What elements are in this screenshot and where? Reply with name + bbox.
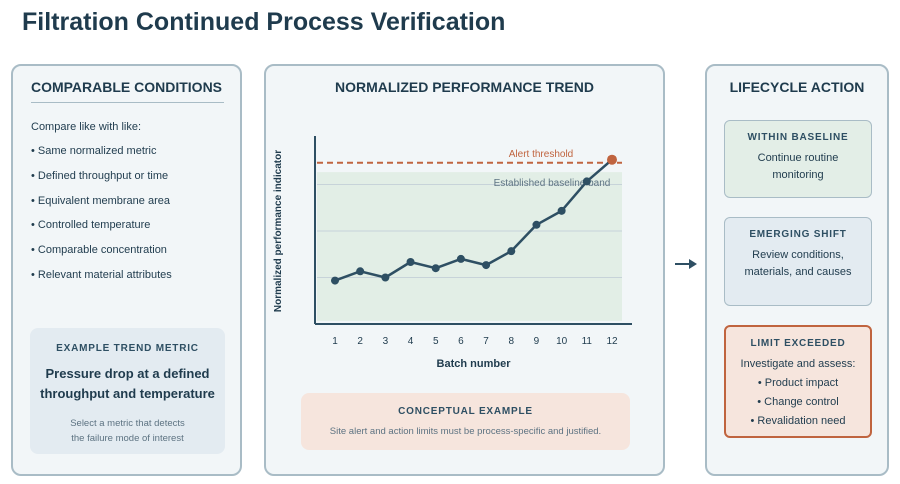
emerging-shift-line: Review conditions, — [752, 249, 844, 261]
baseline-band — [317, 172, 622, 321]
y-axis-label: Normalized performance indicator — [273, 150, 284, 312]
condition-item: • Same normalized metric — [31, 145, 157, 157]
example-metric-line: Pressure drop at a defined — [45, 366, 210, 381]
lifecycle-action-panel: LIFECYCLE ACTION WITHIN BASELINE Continu… — [705, 64, 889, 476]
x-tick-label: 12 — [606, 336, 618, 347]
data-point — [482, 261, 491, 270]
x-tick-label: 5 — [433, 336, 439, 347]
x-tick-label: 9 — [534, 336, 540, 347]
condition-item: • Controlled temperature — [31, 219, 151, 232]
conceptual-example-box: CONCEPTUAL EXAMPLE Site alert and action… — [301, 393, 630, 450]
limit-exceeded-text: Investigate and assess: • Product impact… — [726, 355, 870, 431]
condition-item: • Defined throughput or time — [31, 169, 169, 182]
conceptual-example-heading: CONCEPTUAL EXAMPLE — [398, 406, 533, 417]
x-tick-label: 6 — [458, 336, 464, 347]
trend-heading: NORMALIZED PERFORMANCE TREND — [335, 79, 594, 95]
example-metric-note-line: Select a metric that detects — [70, 418, 185, 429]
example-metric-note: Select a metric that detects the failure… — [36, 416, 219, 446]
condition-item: • Comparable concentration — [31, 244, 167, 257]
limit-exceeded-line: • Change control — [757, 396, 839, 408]
data-point — [431, 264, 440, 273]
within-baseline-box: WITHIN BASELINE Continue routine monitor… — [724, 120, 872, 198]
x-tick-label: 3 — [383, 336, 389, 347]
emerging-shift-box: EMERGING SHIFT Review conditions, materi… — [724, 217, 872, 306]
trend-line — [334, 158, 613, 282]
example-metric-line: throughput and temperature — [40, 386, 215, 401]
conceptual-example-text: Site alert and action limits must be pro… — [329, 426, 602, 437]
emerging-shift-line: materials, and causes — [744, 266, 852, 278]
data-point — [582, 177, 591, 186]
within-baseline-heading: WITHIN BASELINE — [747, 132, 849, 143]
limit-exceeded-line: Investigate and assess: — [740, 358, 856, 370]
comparable-conditions-heading: COMPARABLE CONDITIONS — [30, 79, 223, 95]
limit-exceeded-line: • Revalidation need — [750, 415, 846, 427]
example-metric-text: Pressure drop at a defined throughput an… — [36, 364, 219, 404]
data-point — [557, 206, 566, 215]
condition-item: • Relevant material attributes — [31, 268, 172, 281]
x-tick-label: 7 — [483, 336, 489, 347]
alert-point — [607, 154, 617, 165]
limit-exceeded-line: • Product impact — [757, 377, 839, 389]
data-point — [331, 276, 339, 285]
x-tick-label: 1 — [332, 336, 338, 347]
baseline-band-label: Established baseline band — [494, 178, 611, 189]
data-point — [406, 258, 415, 266]
heading-divider — [31, 102, 224, 103]
x-axis-label: Batch number — [437, 358, 512, 370]
example-metric-note-line: the failure mode of interest — [71, 433, 184, 444]
limit-exceeded-box: LIMIT EXCEEDED Investigate and assess: •… — [724, 325, 872, 438]
within-baseline-line: monitoring — [772, 169, 824, 181]
emerging-shift-text: Review conditions, materials, and causes — [725, 247, 871, 281]
condition-item: • Equivalent membrane area — [31, 194, 170, 207]
example-metric-box: EXAMPLE TREND METRIC Pressure drop at a … — [30, 328, 225, 454]
comparable-conditions-panel: COMPARABLE CONDITIONS Compare like with … — [11, 64, 242, 476]
page-title: Filtration Continued Process Verificatio… — [22, 8, 506, 36]
trend-chart: Alert threshold Established baseline band… — [273, 136, 632, 370]
conditions-list: • Same normalized metric • Defined throu… — [31, 145, 172, 294]
data-point — [356, 267, 365, 276]
data-point — [507, 247, 516, 256]
x-tick-label: 8 — [508, 336, 514, 347]
within-baseline-text: Continue routine monitoring — [725, 150, 871, 184]
lifecycle-heading: LIFECYCLE ACTION — [729, 79, 865, 95]
x-tick-label: 10 — [556, 336, 568, 347]
arrow-right-icon — [675, 259, 697, 269]
x-tick-label: 4 — [408, 336, 414, 347]
within-baseline-line: Continue routine — [757, 152, 839, 164]
x-tick-label: 11 — [582, 336, 593, 347]
data-point — [532, 220, 541, 229]
compare-intro: Compare like with like: — [31, 121, 142, 133]
example-metric-heading: EXAMPLE TREND METRIC — [56, 343, 199, 354]
emerging-shift-heading: EMERGING SHIFT — [749, 229, 847, 240]
alert-threshold-label: Alert threshold — [509, 149, 573, 160]
x-tick-label: 2 — [357, 336, 363, 347]
limit-exceeded-heading: LIMIT EXCEEDED — [750, 338, 846, 349]
data-point — [456, 254, 465, 263]
data-point — [381, 273, 390, 282]
